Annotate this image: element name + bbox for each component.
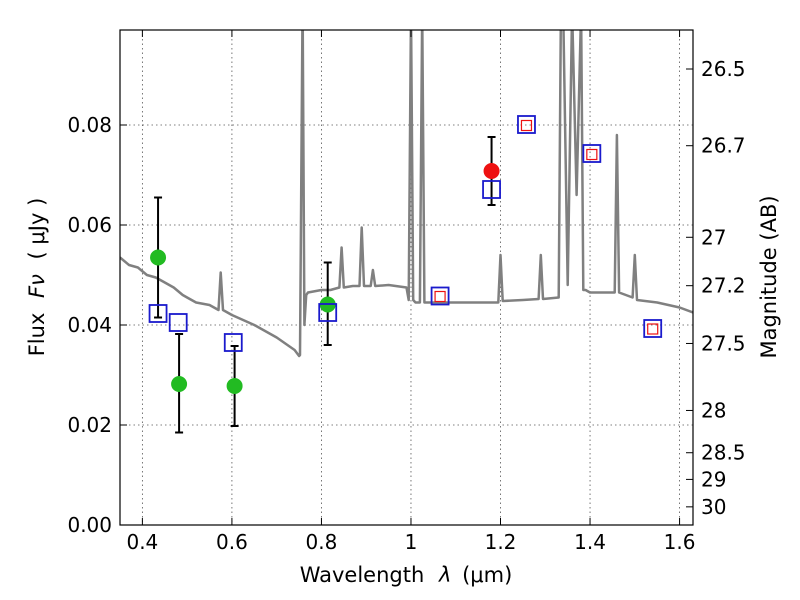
model-photometry-marker [643, 319, 663, 338]
axes: 0.4 0.6 0.8 1 1.2 1.4 1.6 0.00 0.02 0.04 0.06 0.08 2… [67, 30, 746, 554]
y-tick-label: 0.02 [67, 413, 112, 437]
x-axis-label-text: Wavelength [300, 563, 425, 587]
model-photometry-marker [430, 286, 450, 306]
upper-limit-marker [520, 119, 533, 132]
x-axis-label: Wavelength λ (μm) [300, 563, 513, 587]
x-axis-label-symbol: λ [438, 563, 451, 587]
plot-area [120, 30, 693, 434]
upper-limit-marker [434, 290, 446, 303]
x-tick-label: 1.4 [574, 530, 606, 554]
observed-point [226, 378, 243, 394]
x-tick-label: 0.4 [126, 530, 158, 554]
y-tick-label: 0.08 [67, 113, 112, 137]
y2-tick-label: 30 [701, 495, 726, 519]
y2-tick-label: 27.2 [701, 274, 746, 298]
y-tick-label: 0.06 [67, 213, 112, 237]
upper-limit-marker [647, 323, 659, 335]
y-tick-label: 0.04 [67, 313, 112, 337]
y-axis-label-symbol: Fν [25, 274, 49, 298]
y2-tick-label: 28 [701, 398, 726, 422]
x-tick-label: 1 [405, 530, 418, 554]
y2-tick-label: 27 [701, 225, 726, 249]
observed-point [171, 376, 188, 392]
y2-axis-label: Magnitude (AB) [757, 195, 781, 358]
y2-tick-label: 29 [701, 467, 726, 491]
y2-tick-label: 26.7 [701, 134, 746, 158]
x-tick-label: 0.8 [306, 530, 338, 554]
model-photometry-marker [223, 333, 243, 352]
y-axis-label: Flux Fν ( μJy ) [25, 198, 49, 357]
x-axis-label-unit: (μm) [462, 563, 512, 587]
x-tick-label: 0.6 [216, 530, 248, 554]
y-axis-label-text: Flux [25, 313, 49, 357]
model-photometry-marker [517, 115, 536, 134]
y2-tick-label: 28.5 [701, 441, 746, 465]
y-tick-label: 0.00 [67, 513, 112, 537]
x-tick-label: 1.6 [664, 530, 696, 554]
model-photometry-marker [148, 304, 168, 323]
plot-frame [119, 29, 694, 526]
x-tick-label: 1.2 [485, 530, 517, 554]
model-sed-line [120, 30, 693, 358]
y2-tick-label: 26.5 [701, 57, 746, 81]
model-photometry-marker [582, 144, 602, 163]
upper-limit-marker [586, 148, 598, 161]
observed-point [150, 249, 167, 266]
model-photometry-marker [482, 180, 501, 199]
observed-point-red [483, 163, 500, 179]
y-axis-label-unit: ( μJy ) [25, 198, 49, 260]
grid [120, 30, 693, 526]
y2-tick-label: 27.5 [701, 331, 746, 355]
model-photometry-marker [168, 313, 188, 332]
model-photometry-marker [318, 303, 338, 322]
